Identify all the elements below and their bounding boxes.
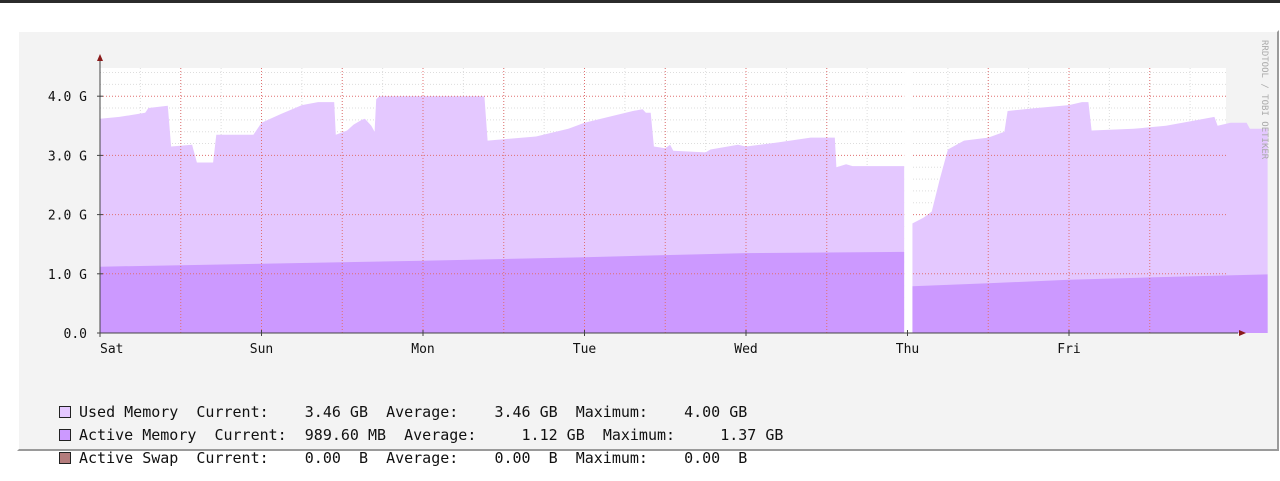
y-tick-label: 4.0 G <box>48 90 87 105</box>
average-value: 0.00 B <box>494 448 558 467</box>
maximum-label: Maximum: <box>602 425 676 444</box>
legend-row-used-memory: Used Memory Current: 3.46 GB Average: 3.… <box>59 400 783 423</box>
current-value: 3.46 GB <box>304 402 368 421</box>
maximum-label: Maximum: <box>575 402 648 421</box>
series-area-active-memory <box>100 251 905 333</box>
rrdtool-watermark: RRDTOOL / TOBI OETIKER <box>1259 40 1269 160</box>
current-value: 0.00 B <box>304 448 368 467</box>
data-gap <box>904 68 913 333</box>
average-label: Average: <box>386 402 459 421</box>
legend-label: Used Memory <box>79 402 179 421</box>
x-tick-label: Sun <box>250 342 273 357</box>
average-value: 3.46 GB <box>494 402 558 421</box>
y-tick-label: 2.0 G <box>48 209 87 224</box>
series-area-used-memory <box>912 102 1268 333</box>
y-tick-label: 3.0 G <box>48 149 87 164</box>
current-label: Current: <box>196 402 269 421</box>
legend-swatch <box>59 451 71 464</box>
y-axis-arrow <box>97 54 103 61</box>
maximum-label: Maximum: <box>575 448 648 467</box>
maximum-value: 0.00 B <box>684 448 748 467</box>
x-tick-label: Tue <box>573 342 597 357</box>
x-tick-label: Sat <box>100 342 123 357</box>
x-axis-arrow <box>1239 330 1246 336</box>
legend-row-active-memory: Active Memory Current: 989.60 MB Average… <box>59 423 783 446</box>
maximum-value: 1.37 GB <box>720 425 784 444</box>
legend-label: Active Swap <box>79 448 179 467</box>
y-tick-label: 0.0 <box>64 327 87 342</box>
legend-swatch <box>59 405 71 418</box>
legend-swatch <box>59 428 71 441</box>
average-label: Average: <box>404 425 477 444</box>
x-tick-label: Mon <box>411 342 434 357</box>
average-value: 1.12 GB <box>521 425 585 444</box>
x-tick-label: Wed <box>734 342 757 357</box>
x-tick-label: Thu <box>896 342 919 357</box>
series-area-active-memory <box>912 274 1268 333</box>
current-value: 989.60 MB <box>304 425 387 444</box>
legend-label: Active Memory <box>79 425 197 444</box>
average-label: Average: <box>386 448 459 467</box>
current-label: Current: <box>196 448 269 467</box>
x-tick-label: Fri <box>1057 342 1080 357</box>
legend-row-active-swap: Active Swap Current: 0.00 B Average: 0.0… <box>59 446 783 469</box>
maximum-value: 4.00 GB <box>684 402 748 421</box>
current-label: Current: <box>214 425 287 444</box>
y-tick-label: 1.0 G <box>48 268 87 283</box>
legend: Used Memory Current: 3.46 GB Average: 3.… <box>59 400 783 469</box>
graph-panel: 0.0 1.0 G 2.0 G 3.0 G 4.0 G Sat Sun Mon Tue Wed Th… <box>17 30 1279 467</box>
memory-chart: 0.0 1.0 G 2.0 G 3.0 G 4.0 G Sat Sun Mon Tue Wed Th… <box>48 40 1269 357</box>
top-bar <box>0 0 1280 3</box>
